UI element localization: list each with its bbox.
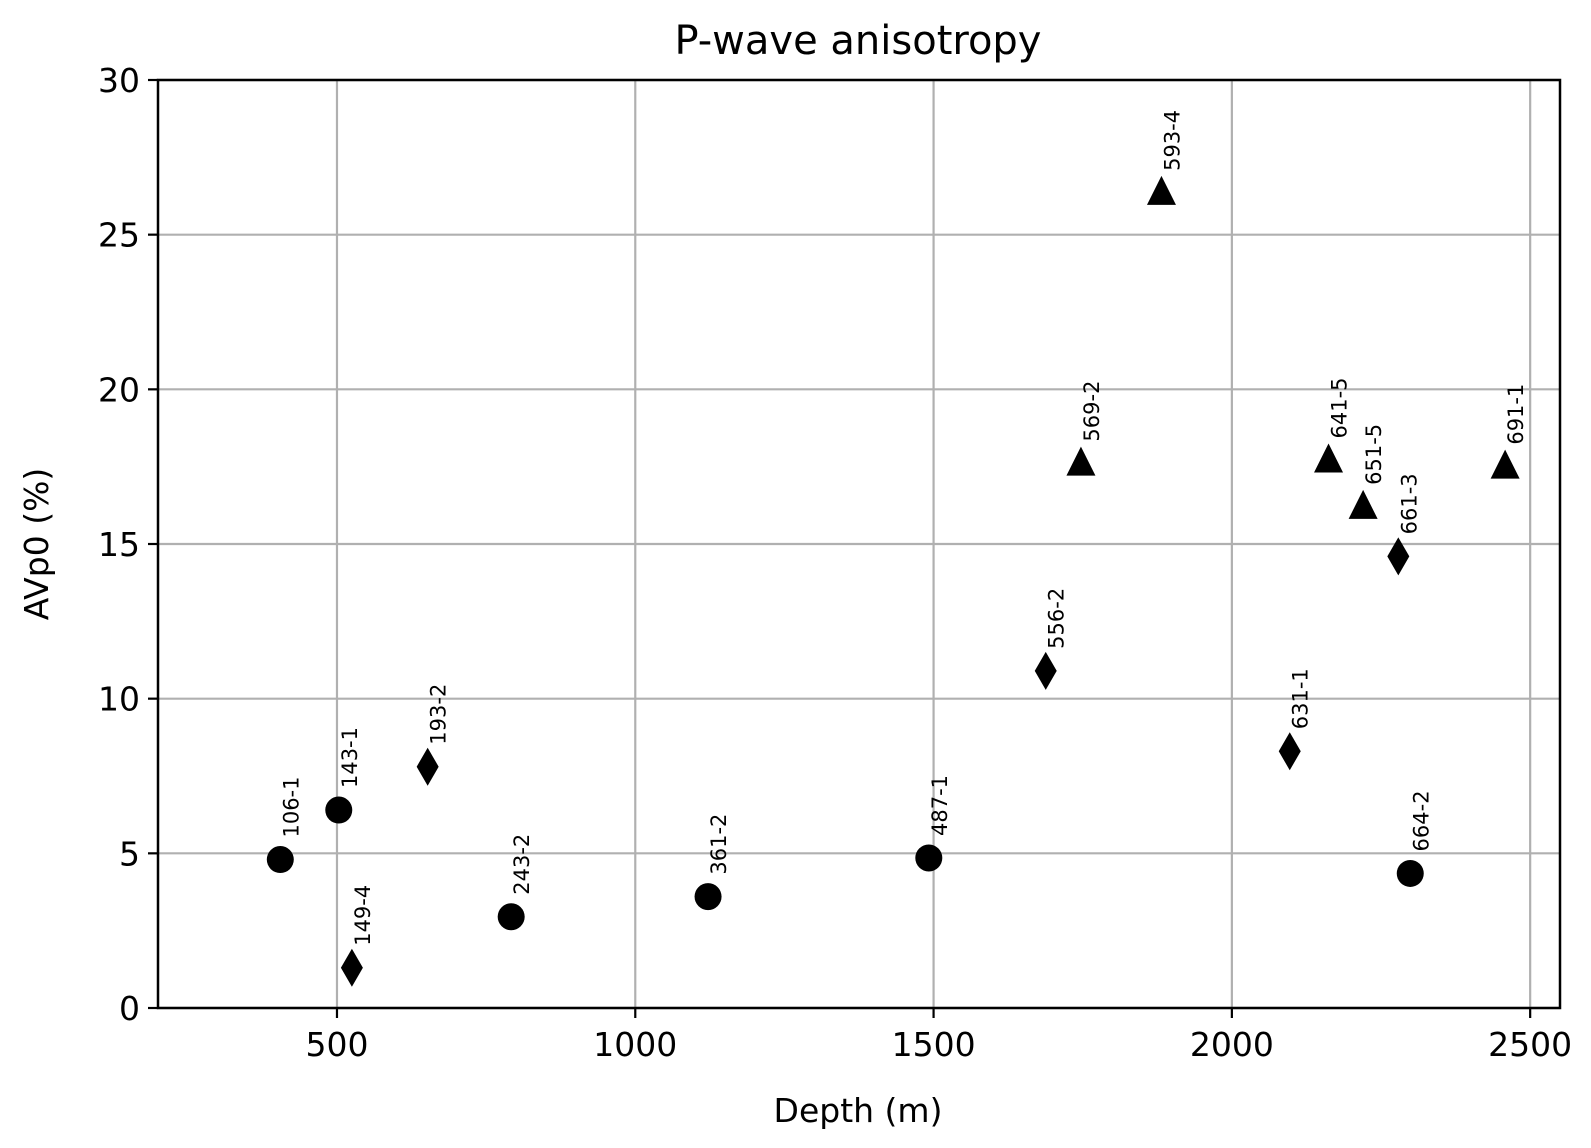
data-point-circle: [266, 846, 294, 874]
plot-frame: [156, 78, 1562, 1010]
data-point-triangle: [1066, 446, 1096, 476]
data-point-circle: [694, 883, 722, 911]
grid: [158, 78, 1560, 1010]
point-label: 691-1: [1504, 384, 1528, 445]
point-label: 661-3: [1397, 473, 1421, 534]
data-point-diamond: [416, 747, 439, 786]
point-label: 593-4: [1160, 110, 1184, 171]
data-point-circle: [915, 844, 943, 872]
y-axis-label: AVp0 (%): [17, 468, 56, 621]
y-tick-label: 30: [98, 61, 140, 100]
data-points: [266, 175, 1520, 987]
data-point-triangle: [1348, 489, 1378, 519]
point-label: 631-1: [1289, 668, 1313, 729]
point-label: 106-1: [279, 776, 303, 837]
point-label: 556-2: [1045, 588, 1069, 649]
y-tick-label: 25: [98, 216, 140, 255]
data-point-diamond: [1387, 537, 1410, 576]
y-tick-label: 5: [119, 834, 140, 873]
point-label: 641-5: [1328, 377, 1352, 438]
point-labels: 106-1 143-1 149-4 193-2 243-2 361-2 487-1 556-2…: [279, 110, 1528, 946]
x-tick-label: 2000: [1190, 1025, 1274, 1064]
data-point-diamond: [1034, 651, 1057, 690]
data-point-triangle: [1490, 449, 1520, 479]
data-point-triangle: [1146, 175, 1176, 205]
point-label: 361-2: [707, 814, 731, 875]
x-tick-label: 500: [305, 1025, 368, 1064]
y-axis-ticks: 0 5 10 15 20 25 30: [98, 61, 158, 1028]
data-point-circle: [497, 903, 525, 931]
x-tick-label: 2500: [1488, 1025, 1572, 1064]
point-label: 487-1: [928, 775, 952, 836]
y-tick-label: 10: [98, 680, 140, 719]
point-label: 243-2: [510, 834, 534, 895]
data-point-circle: [1396, 859, 1424, 887]
x-tick-label: 1500: [892, 1025, 976, 1064]
point-label: 143-1: [338, 727, 362, 788]
point-label: 149-4: [351, 885, 375, 946]
x-axis-label: Depth (m): [774, 1091, 943, 1130]
y-tick-label: 0: [119, 989, 140, 1028]
data-point-diamond: [1278, 732, 1301, 771]
y-tick-label: 15: [98, 525, 140, 564]
point-label: 193-2: [427, 684, 451, 745]
y-tick-label: 20: [98, 370, 140, 409]
point-label: 664-2: [1409, 790, 1433, 851]
point-label: 651-5: [1362, 424, 1386, 485]
point-label: 569-2: [1080, 381, 1104, 442]
chart-title: P-wave anisotropy: [675, 18, 1042, 64]
data-point-circle: [325, 796, 353, 824]
data-point-diamond: [340, 948, 363, 987]
x-axis-ticks: 500 1000 1500 2000 2500: [305, 1008, 1572, 1064]
data-point-triangle: [1314, 443, 1344, 473]
x-tick-label: 1000: [593, 1025, 677, 1064]
